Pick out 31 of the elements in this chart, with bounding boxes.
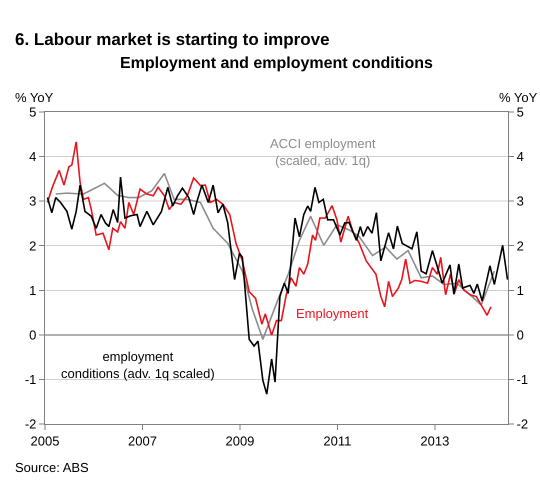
y2-tick-label: 3 — [516, 194, 524, 209]
y-tick-label: 3 — [29, 194, 36, 209]
x-tick-label: 2011 — [323, 434, 352, 449]
y-tick-label: -2 — [24, 416, 36, 432]
y-axis-title: % YoY — [15, 90, 54, 105]
chart-title: 6. Labour market is starting to improve — [15, 30, 330, 49]
x-tick-label: 2005 — [30, 434, 60, 449]
y-tick-label: 0 — [29, 327, 36, 342]
x-tick-label: 2007 — [128, 434, 157, 449]
y-tick-label: 1 — [29, 282, 36, 298]
x-tick-label: 2009 — [225, 434, 254, 449]
line-series — [54, 172, 496, 340]
y-tick-label: -1 — [24, 372, 36, 387]
y-tick-label: 2 — [29, 238, 36, 254]
y2-axis-title: % YoY — [499, 90, 538, 105]
y-tick-label: 4 — [29, 149, 36, 164]
text: employment conditions (adv. 1q scaled) — [61, 349, 215, 381]
text: ACCI employment (scaled, adv. 1q) — [270, 136, 376, 168]
y2-tick-label: 2 — [516, 238, 524, 254]
y2-tick-label: 0 — [516, 327, 524, 342]
line-series — [46, 176, 508, 395]
x-tick-label: 2013 — [420, 434, 450, 449]
y2-tick-label: 5 — [516, 104, 524, 120]
chart-subtitle: Employment and employment conditions — [120, 55, 434, 72]
source-note: Source: ABS — [15, 460, 90, 475]
y2-tick-label: 1 — [516, 282, 524, 298]
y2-tick-label: 4 — [516, 149, 524, 164]
y2-tick-label: -1 — [516, 372, 528, 387]
y-tick-label: 5 — [29, 104, 36, 120]
series-label: Employment — [296, 306, 369, 321]
y2-tick-label: -2 — [516, 416, 528, 432]
